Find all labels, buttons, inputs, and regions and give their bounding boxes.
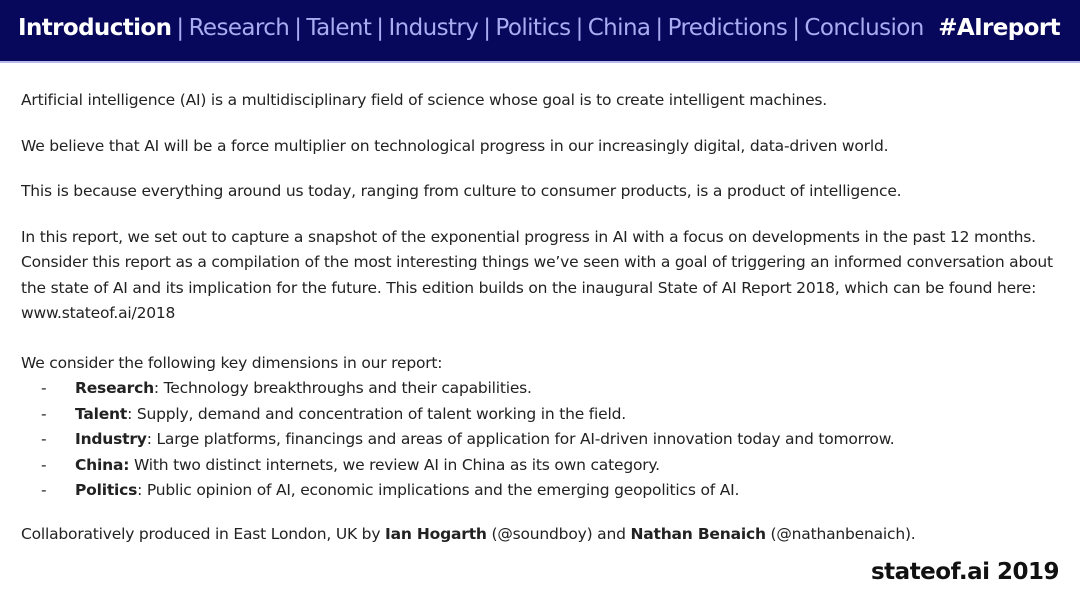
- bullet-dash: -: [41, 379, 47, 397]
- author-name: Nathan Benaich: [630, 525, 766, 543]
- author-handle: (@nathanbenaich).: [765, 525, 916, 543]
- term: Talent: [75, 404, 128, 423]
- dimensions-list: - Research: Technology breakthroughs and …: [21, 376, 1066, 504]
- nav-predictions[interactable]: Predictions: [667, 15, 788, 41]
- header-bar: Introduction | Research | Talent | Industry | Po…: [0, 0, 1080, 63]
- list-item: - China: With two distinct internets, we …: [21, 453, 1066, 479]
- paragraph: Artificial intelligence (AI) is a multid…: [21, 91, 828, 109]
- nav-politics[interactable]: Politics: [495, 15, 571, 41]
- list-item: - Talent: Supply, demand and concentratio…: [21, 402, 1066, 428]
- nav-separator: |: [294, 15, 302, 41]
- bullet-dash: -: [41, 430, 47, 448]
- hashtag: #AIreport: [938, 15, 1060, 41]
- list-item: - Politics: Public opinion of AI, economi…: [21, 478, 1066, 504]
- nav-separator: |: [792, 15, 800, 41]
- nav-separator: |: [483, 15, 491, 41]
- nav-conclusion[interactable]: Conclusion: [804, 15, 924, 41]
- intro-content: Artificial intelligence (AI) is a multid…: [21, 88, 1066, 504]
- dimensions-intro: We consider the following key dimensions…: [21, 353, 443, 372]
- description: : Technology breakthroughs and their cap…: [153, 379, 532, 397]
- list-item: - Industry: Large platforms, financings a…: [21, 427, 1066, 453]
- author-name: Ian Hogarth: [385, 525, 487, 543]
- credit-prefix: Collaboratively produced in East London,…: [21, 525, 386, 543]
- credit-line: Collaboratively produced in East London,…: [21, 525, 916, 543]
- bullet-dash: -: [41, 404, 47, 423]
- description: With two distinct internets, we review A…: [129, 455, 660, 474]
- term: Industry: [75, 430, 147, 448]
- paragraph: We believe that AI will be a force multi…: [21, 136, 889, 155]
- nav-research[interactable]: Research: [188, 15, 290, 41]
- description: : Public opinion of AI, economic implica…: [137, 481, 740, 499]
- nav-separator: |: [575, 15, 584, 41]
- nav-talent[interactable]: Talent: [306, 15, 372, 41]
- nav-china[interactable]: China: [587, 15, 651, 41]
- list-item: - Research: Technology breakthroughs and …: [21, 376, 1066, 402]
- term: China:: [75, 455, 130, 474]
- paragraph: This is because everything around us tod…: [21, 182, 902, 200]
- term: Research: [75, 379, 154, 397]
- author-handle: (@soundboy) and: [486, 525, 631, 543]
- bullet-dash: -: [41, 481, 47, 499]
- nav-separator: |: [176, 15, 184, 41]
- paragraph: In this report, we set out to capture a …: [21, 227, 1053, 323]
- description: : Supply, demand and concentration of ta…: [127, 404, 626, 423]
- brand-footer: stateof.ai 2019: [870, 559, 1060, 585]
- term: Politics: [75, 481, 138, 499]
- description: : Large platforms, financings and areas …: [146, 430, 895, 448]
- bullet-dash: -: [41, 455, 47, 474]
- nav-industry[interactable]: Industry: [388, 15, 479, 41]
- nav-separator: |: [655, 15, 663, 41]
- section-nav: Introduction | Research | Talent | Industry | Po…: [18, 15, 924, 41]
- nav-introduction[interactable]: Introduction: [18, 15, 172, 41]
- nav-separator: |: [376, 15, 384, 41]
